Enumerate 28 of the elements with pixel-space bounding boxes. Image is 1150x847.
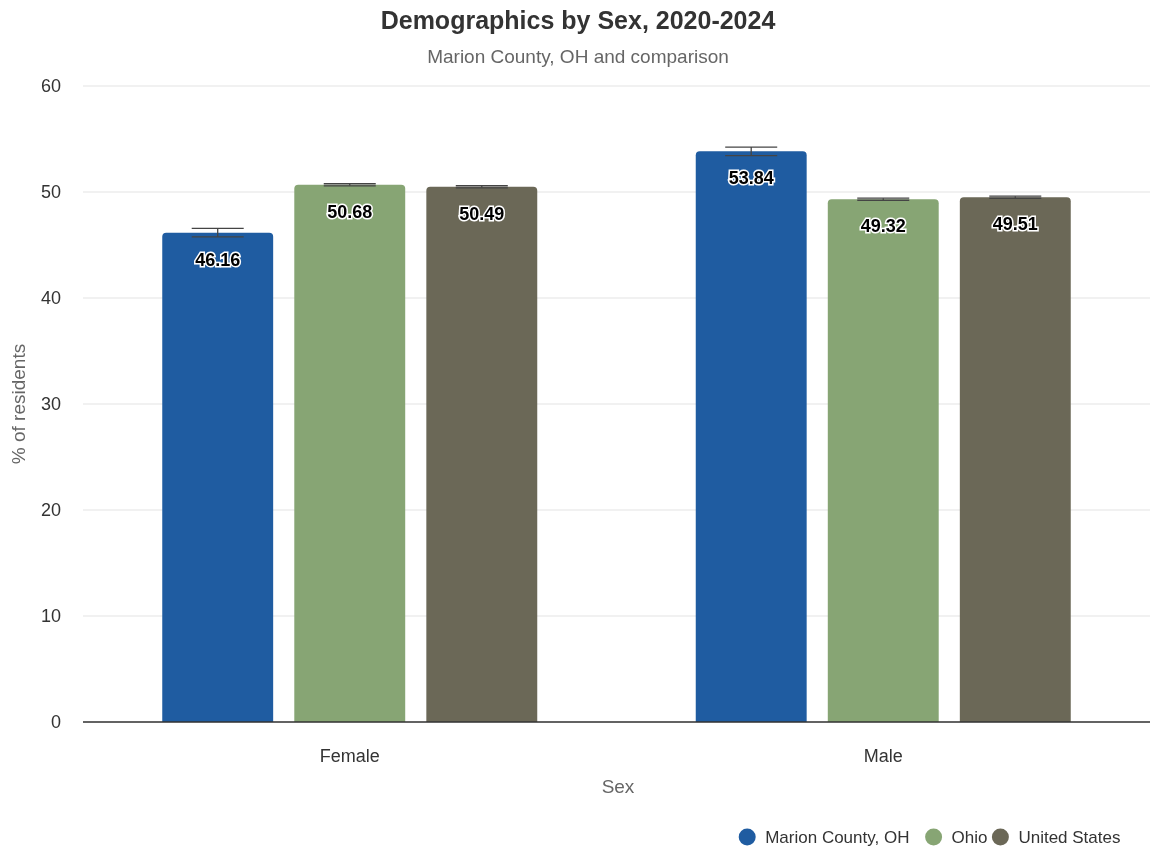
y-tick-label: 10 [40, 606, 61, 627]
x-axis-title: Sex [601, 776, 635, 797]
data-label: 49.51 [992, 214, 1038, 235]
y-tick-label: 60 [40, 76, 61, 97]
x-tick-label: Male [863, 746, 903, 766]
y-axis-title: % of residents [8, 343, 29, 465]
data-label: 46.16 [195, 249, 241, 270]
legend-label: Ohio [951, 828, 988, 847]
legend-label: Marion County, OH [765, 828, 910, 847]
y-tick-label: 0 [50, 712, 61, 733]
chart-title: Demographics by Sex, 2020-2024 [380, 6, 776, 34]
bar [162, 232, 274, 722]
bar [695, 151, 807, 722]
bar [294, 184, 406, 722]
x-tick-label: Female [319, 746, 380, 766]
data-label: 50.49 [459, 203, 505, 224]
data-label: 49.32 [860, 216, 906, 237]
y-tick-label: 40 [40, 288, 61, 309]
data-label: 53.84 [728, 168, 774, 189]
bar [827, 199, 939, 722]
data-label: 50.68 [327, 201, 373, 222]
bar [959, 197, 1071, 722]
y-tick-label: 20 [40, 500, 61, 521]
chart-subtitle: Marion County, OH and comparison [427, 46, 729, 67]
y-tick-label: 50 [40, 182, 61, 203]
y-tick-label: 30 [40, 394, 61, 415]
legend-label: United States [1018, 828, 1121, 847]
bar [426, 186, 538, 722]
